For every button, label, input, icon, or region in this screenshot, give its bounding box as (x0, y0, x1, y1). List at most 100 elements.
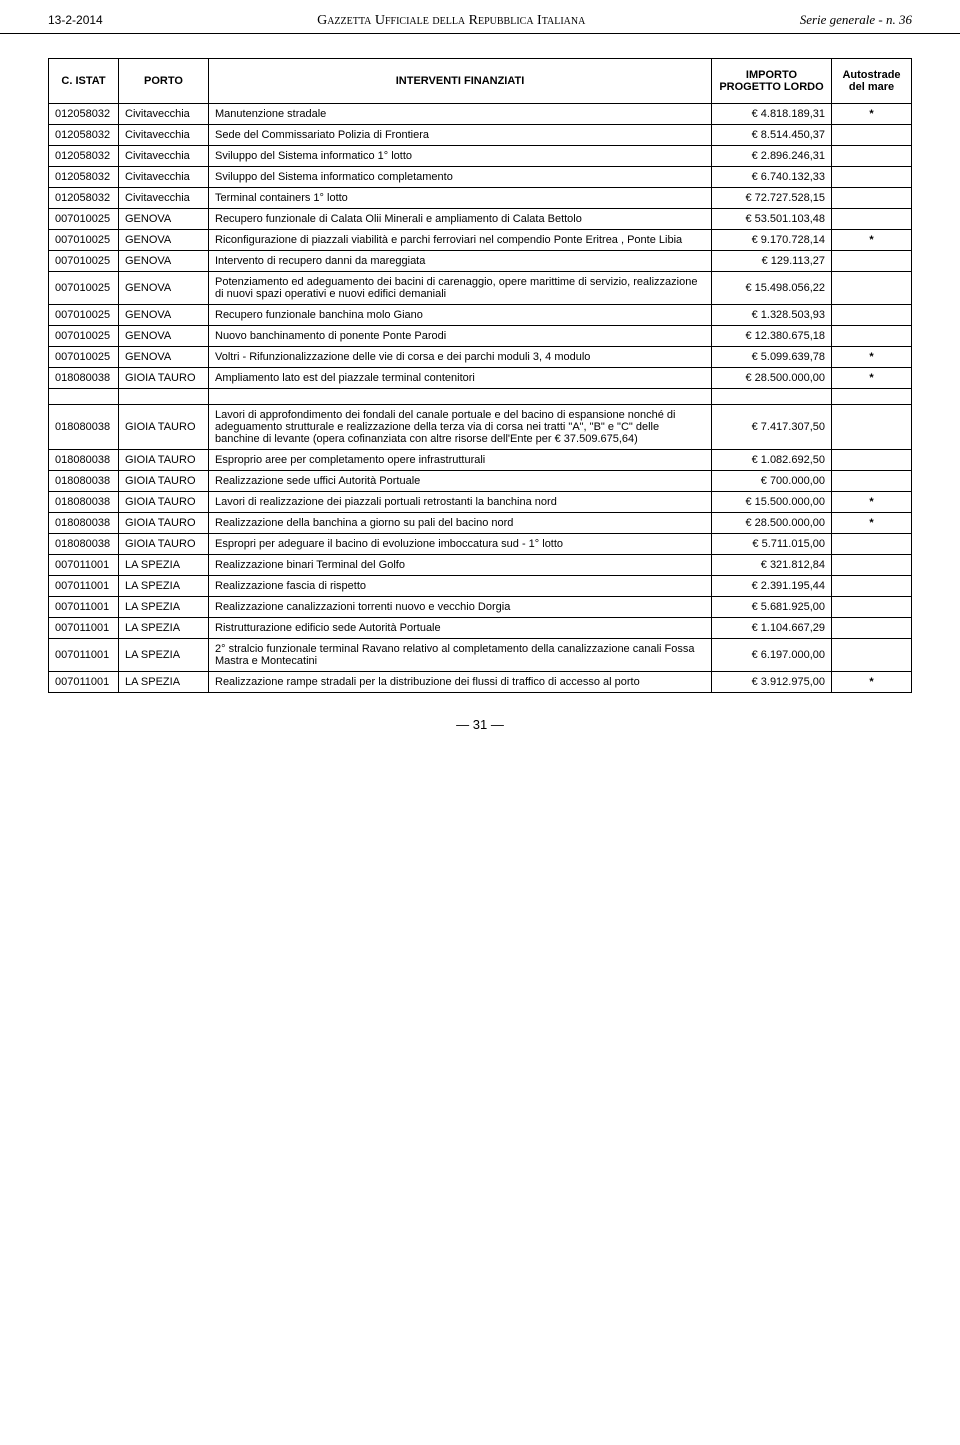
cell-desc: Realizzazione della banchina a giorno su… (209, 513, 712, 534)
table-row: 012058032CivitavecchiaSede del Commissar… (49, 125, 912, 146)
cell-desc: Sviluppo del Sistema informatico 1° lott… (209, 146, 712, 167)
table-row: 018080038GIOIA TAURORealizzazione sede u… (49, 471, 912, 492)
cell-amount: € 5.681.925,00 (712, 597, 832, 618)
cell-code: 018080038 (49, 405, 119, 450)
col-autostrade: Autostrade del mare (832, 59, 912, 104)
cell-mark (832, 146, 912, 167)
table-row: 018080038GIOIA TAURORealizzazione della … (49, 513, 912, 534)
cell-amount: € 53.501.103,48 (712, 209, 832, 230)
cell-code: 018080038 (49, 471, 119, 492)
table-row: 012058032CivitavecchiaSviluppo del Siste… (49, 167, 912, 188)
col-importo: IMPORTO PROGETTO LORDO (712, 59, 832, 104)
cell-desc: Sede del Commissariato Polizia di Fronti… (209, 125, 712, 146)
cell-desc: Voltri - Rifunzionalizzazione delle vie … (209, 347, 712, 368)
cell-amount: € 6.740.132,33 (712, 167, 832, 188)
cell-mark (832, 125, 912, 146)
cell-mark (832, 597, 912, 618)
cell-code: 018080038 (49, 368, 119, 389)
cell-desc: Lavori di realizzazione dei piazzali por… (209, 492, 712, 513)
table-row: 007010025GENOVARecupero funzionale banch… (49, 305, 912, 326)
cell-mark (832, 272, 912, 305)
cell-desc: Nuovo banchinamento di ponente Ponte Par… (209, 326, 712, 347)
cell-mark (832, 405, 912, 450)
spacer-cell (209, 389, 712, 405)
table-row: 007010025GENOVANuovo banchinamento di po… (49, 326, 912, 347)
cell-mark: * (832, 492, 912, 513)
cell-code: 007010025 (49, 251, 119, 272)
cell-code: 007010025 (49, 326, 119, 347)
cell-mark (832, 534, 912, 555)
table-row: 012058032CivitavecchiaSviluppo del Siste… (49, 146, 912, 167)
cell-code: 018080038 (49, 534, 119, 555)
cell-desc: Esproprio aree per completamento opere i… (209, 450, 712, 471)
cell-porto: GENOVA (119, 305, 209, 326)
cell-mark (832, 618, 912, 639)
cell-code: 007011001 (49, 618, 119, 639)
cell-porto: Civitavecchia (119, 104, 209, 125)
cell-porto: LA SPEZIA (119, 618, 209, 639)
cell-desc: Lavori di approfondimento dei fondali de… (209, 405, 712, 450)
table-row: 018080038GIOIA TAUROEsproprio aree per c… (49, 450, 912, 471)
table-row: 007011001LA SPEZIARistrutturazione edifi… (49, 618, 912, 639)
table-row: 007011001LA SPEZIARealizzazione fascia d… (49, 576, 912, 597)
cell-code: 007011001 (49, 555, 119, 576)
cell-mark (832, 305, 912, 326)
spacer-cell (712, 389, 832, 405)
cell-amount: € 15.498.056,22 (712, 272, 832, 305)
cell-amount: € 4.818.189,31 (712, 104, 832, 125)
cell-desc: Recupero funzionale di Calata Olii Miner… (209, 209, 712, 230)
table-row: 007010025GENOVAPotenziamento ed adeguame… (49, 272, 912, 305)
cell-amount: € 129.113,27 (712, 251, 832, 272)
cell-amount: € 321.812,84 (712, 555, 832, 576)
financing-table: C. ISTAT PORTO INTERVENTI FINANZIATI IMP… (48, 58, 912, 693)
cell-amount: € 7.417.307,50 (712, 405, 832, 450)
cell-desc: Manutenzione stradale (209, 104, 712, 125)
table-row (49, 389, 912, 405)
cell-porto: GENOVA (119, 272, 209, 305)
table-row: 018080038GIOIA TAUROEspropri per adeguar… (49, 534, 912, 555)
cell-desc: Riconfigurazione di piazzali viabilità e… (209, 230, 712, 251)
cell-amount: € 1.104.667,29 (712, 618, 832, 639)
header-date: 13-2-2014 (48, 13, 103, 27)
cell-desc: Intervento di recupero danni da mareggia… (209, 251, 712, 272)
cell-mark (832, 576, 912, 597)
cell-mark: * (832, 672, 912, 693)
table-row: 018080038GIOIA TAUROLavori di approfondi… (49, 405, 912, 450)
cell-amount: € 5.711.015,00 (712, 534, 832, 555)
cell-amount: € 15.500.000,00 (712, 492, 832, 513)
page-header: 13-2-2014 Gazzetta Ufficiale della Repub… (0, 0, 960, 34)
cell-code: 012058032 (49, 125, 119, 146)
cell-code: 018080038 (49, 513, 119, 534)
cell-desc: Realizzazione rampe stradali per la dist… (209, 672, 712, 693)
table-row: 018080038GIOIA TAUROAmpliamento lato est… (49, 368, 912, 389)
cell-mark (832, 209, 912, 230)
cell-amount: € 2.391.195,44 (712, 576, 832, 597)
cell-porto: LA SPEZIA (119, 672, 209, 693)
cell-porto: Civitavecchia (119, 125, 209, 146)
cell-mark (832, 639, 912, 672)
cell-porto: GIOIA TAURO (119, 368, 209, 389)
cell-porto: GIOIA TAURO (119, 405, 209, 450)
cell-desc: Sviluppo del Sistema informatico complet… (209, 167, 712, 188)
cell-desc: Terminal containers 1° lotto (209, 188, 712, 209)
cell-porto: GIOIA TAURO (119, 471, 209, 492)
cell-porto: Civitavecchia (119, 146, 209, 167)
cell-mark: * (832, 347, 912, 368)
cell-desc: Ristrutturazione edificio sede Autorità … (209, 618, 712, 639)
cell-amount: € 3.912.975,00 (712, 672, 832, 693)
table-row: 012058032CivitavecchiaTerminal container… (49, 188, 912, 209)
cell-porto: GENOVA (119, 326, 209, 347)
cell-mark (832, 450, 912, 471)
cell-porto: LA SPEZIA (119, 639, 209, 672)
cell-amount: € 700.000,00 (712, 471, 832, 492)
cell-desc: Realizzazione binari Terminal del Golfo (209, 555, 712, 576)
cell-amount: € 28.500.000,00 (712, 513, 832, 534)
cell-desc: 2° stralcio funzionale terminal Ravano r… (209, 639, 712, 672)
cell-code: 018080038 (49, 450, 119, 471)
page-number: — 31 — (0, 705, 960, 752)
cell-code: 007011001 (49, 576, 119, 597)
table-row: 007011001LA SPEZIARealizzazione rampe st… (49, 672, 912, 693)
cell-amount: € 5.099.639,78 (712, 347, 832, 368)
cell-porto: GIOIA TAURO (119, 534, 209, 555)
table-container: C. ISTAT PORTO INTERVENTI FINANZIATI IMP… (0, 34, 960, 705)
